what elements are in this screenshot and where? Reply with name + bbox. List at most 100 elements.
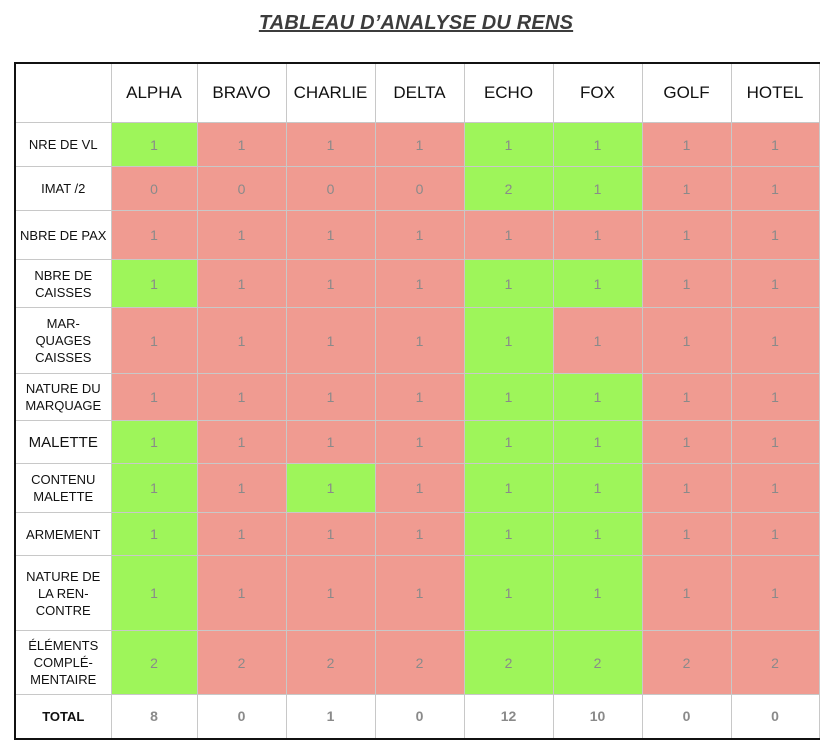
score-cell: 1: [641, 555, 732, 631]
score-cell: 1: [463, 555, 554, 631]
score-cell: 1: [196, 307, 287, 374]
score-cell: 1: [552, 420, 643, 464]
score-cell: 1: [463, 307, 554, 374]
column-header-fox: FOX: [552, 62, 643, 123]
score-cell: 1: [552, 122, 643, 167]
score-cell: 1: [110, 463, 198, 513]
score-cell: 1: [110, 512, 198, 556]
row-label: IMAT /2: [14, 166, 112, 211]
score-cell: 1: [285, 210, 376, 260]
score-cell: 1: [374, 307, 465, 374]
score-cell: 1: [463, 373, 554, 421]
row-label: MALETTE: [14, 420, 112, 464]
score-cell: 1: [730, 166, 820, 211]
score-cell: 1: [641, 463, 732, 513]
score-cell: 1: [730, 307, 820, 374]
column-header-charlie: CHARLIE: [285, 62, 376, 123]
score-cell: 2: [196, 630, 287, 695]
column-header-alpha: ALPHA: [110, 62, 198, 123]
total-cell: 8: [110, 694, 198, 740]
row-label: NATURE DE LA REN-CONTRE: [14, 555, 112, 631]
score-cell: 1: [730, 373, 820, 421]
score-cell: 1: [110, 307, 198, 374]
row-label: NBRE DE CAISSES: [14, 259, 112, 308]
score-cell: 1: [374, 512, 465, 556]
score-cell: 1: [641, 373, 732, 421]
score-cell: 1: [552, 512, 643, 556]
score-cell: 1: [463, 512, 554, 556]
score-cell: 1: [552, 555, 643, 631]
row-label: ÉLÉMENTS COMPLÉ-MENTAIRE: [14, 630, 112, 695]
total-cell: 10: [552, 694, 643, 740]
column-header-delta: DELTA: [374, 62, 465, 123]
table-row-nbre-de-pax: NBRE DE PAX 1 1 1 1 1 1 1 1: [14, 210, 820, 260]
score-cell: 0: [285, 166, 376, 211]
score-cell: 1: [730, 259, 820, 308]
score-cell: 2: [285, 630, 376, 695]
header-row: ALPHA BRAVO CHARLIE DELTA ECHO FOX GOLF …: [14, 62, 820, 123]
table-row-nbre-de-caisses: NBRE DE CAISSES 1 1 1 1 1 1 1 1: [14, 259, 820, 308]
total-cell: 0: [730, 694, 820, 740]
score-cell: 1: [110, 259, 198, 308]
row-label: NRE DE VL: [14, 122, 112, 167]
row-label: ARMEMENT: [14, 512, 112, 556]
score-cell: 1: [196, 122, 287, 167]
score-cell: 1: [110, 420, 198, 464]
score-cell: 1: [285, 512, 376, 556]
score-cell: 1: [196, 512, 287, 556]
score-cell: 2: [463, 166, 554, 211]
score-cell: 2: [463, 630, 554, 695]
total-cell: 0: [641, 694, 732, 740]
row-label: NATURE DU MARQUAGE: [14, 373, 112, 421]
score-cell: 1: [641, 512, 732, 556]
score-cell: 1: [463, 122, 554, 167]
score-cell: 0: [196, 166, 287, 211]
row-label: MAR-QUAGES CAISSES: [14, 307, 112, 374]
score-cell: 1: [552, 463, 643, 513]
score-cell: 1: [730, 122, 820, 167]
score-cell: 1: [374, 259, 465, 308]
score-cell: 1: [552, 166, 643, 211]
table-row-elements-complementaire: ÉLÉMENTS COMPLÉ-MENTAIRE 2 2 2 2 2 2 2 2: [14, 630, 820, 695]
score-cell: 1: [196, 420, 287, 464]
score-cell: 1: [463, 210, 554, 260]
row-label: CONTENU MALETTE: [14, 463, 112, 513]
score-cell: 1: [110, 555, 198, 631]
table-row-imat: IMAT /2 0 0 0 0 2 1 1 1: [14, 166, 820, 211]
score-cell: 1: [641, 307, 732, 374]
score-cell: 1: [730, 210, 820, 260]
score-cell: 1: [374, 373, 465, 421]
total-cell: 0: [196, 694, 287, 740]
corner-cell: [14, 62, 112, 123]
score-cell: 1: [463, 463, 554, 513]
score-cell: 1: [641, 420, 732, 464]
score-cell: 1: [730, 555, 820, 631]
column-header-golf: GOLF: [641, 62, 732, 123]
score-cell: 2: [552, 630, 643, 695]
score-cell: 1: [374, 210, 465, 260]
score-cell: 1: [285, 122, 376, 167]
score-cell: 1: [196, 210, 287, 260]
column-header-hotel: HOTEL: [730, 62, 820, 123]
score-cell: 2: [641, 630, 732, 695]
total-label: TOTAL: [14, 694, 112, 740]
score-cell: 1: [552, 259, 643, 308]
score-cell: 1: [196, 463, 287, 513]
score-cell: 1: [730, 420, 820, 464]
score-cell: 0: [374, 166, 465, 211]
score-cell: 1: [285, 373, 376, 421]
score-cell: 1: [110, 122, 198, 167]
score-cell: 1: [110, 373, 198, 421]
row-label: NBRE DE PAX: [14, 210, 112, 260]
table-row-malette: MALETTE 1 1 1 1 1 1 1 1: [14, 420, 820, 464]
score-cell: 1: [285, 259, 376, 308]
score-cell: 1: [285, 463, 376, 513]
score-cell: 1: [196, 373, 287, 421]
score-cell: 1: [641, 259, 732, 308]
score-cell: 1: [374, 463, 465, 513]
score-cell: 1: [641, 122, 732, 167]
score-cell: 1: [285, 307, 376, 374]
analysis-table: ALPHA BRAVO CHARLIE DELTA ECHO FOX GOLF …: [14, 62, 820, 740]
table-row-marquages-caisses: MAR-QUAGES CAISSES 1 1 1 1 1 1 1 1: [14, 307, 820, 374]
score-cell: 1: [463, 420, 554, 464]
